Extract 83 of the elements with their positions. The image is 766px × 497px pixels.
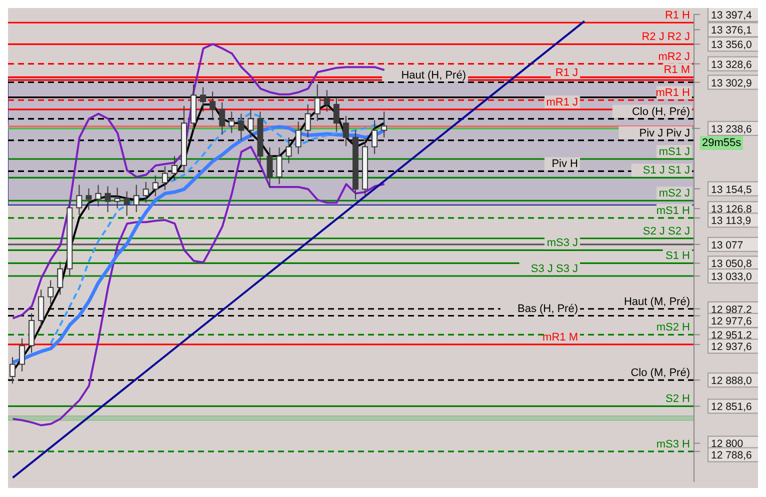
y-tick-label: 13 238,6 bbox=[711, 123, 752, 136]
line-series bbox=[12, 43, 386, 320]
y-tick-label: 13 328,6 bbox=[711, 58, 752, 71]
candlestick bbox=[228, 111, 235, 134]
y-tick-label: 12 951,2 bbox=[711, 330, 752, 342]
candlestick bbox=[48, 280, 54, 304]
ref-line-label: S1 J S1 J bbox=[642, 164, 690, 177]
ref-line-label: mS1 H bbox=[656, 204, 690, 217]
candlestick bbox=[286, 136, 292, 164]
candlestick bbox=[266, 147, 273, 188]
candlestick bbox=[152, 175, 158, 197]
ref-line-label: mR2 J bbox=[658, 50, 690, 63]
ref-line-label: Piv J Piv J bbox=[639, 127, 690, 140]
candlestick bbox=[57, 261, 64, 296]
ref-line-label: mR1 M bbox=[542, 331, 578, 344]
y-tick-label: 12 888,0 bbox=[711, 375, 752, 388]
ref-line-label: Clo (M, Pré) bbox=[630, 367, 690, 380]
candlestick bbox=[38, 289, 44, 328]
y-tick-label: 13 302,9 bbox=[711, 77, 752, 90]
y-tick-label: 13 356,0 bbox=[711, 39, 752, 52]
ref-line-label: Bas (H, Pré) bbox=[517, 302, 578, 315]
candlestick bbox=[76, 184, 82, 216]
ref-line-label: R2 J R2 J bbox=[642, 31, 690, 44]
candlestick bbox=[95, 184, 102, 207]
y-tick-label: 12 987,2 bbox=[711, 304, 752, 316]
candlestick bbox=[276, 147, 282, 185]
y-tick-label: 13 077 bbox=[711, 239, 744, 252]
candlestick bbox=[219, 102, 226, 136]
ref-line-label: Piv H bbox=[552, 158, 578, 170]
candlestick bbox=[372, 120, 378, 154]
ref-line-label: S2 H bbox=[666, 393, 690, 406]
y-tick-label: 12 937,6 bbox=[711, 341, 752, 354]
ref-line-label: mS3 H bbox=[656, 438, 690, 450]
candlestick bbox=[86, 188, 92, 210]
candlestick bbox=[114, 187, 120, 210]
y-tick-label: 13 397,4 bbox=[711, 9, 752, 22]
candlestick bbox=[333, 96, 340, 132]
candlestick bbox=[200, 86, 206, 112]
ref-line-label: mS3 J bbox=[546, 237, 578, 250]
ref-line-label: S2 J S2 J bbox=[642, 225, 690, 238]
y-tick-label: 13 376,1 bbox=[711, 24, 752, 37]
y-tick-label: 12 800 bbox=[711, 438, 744, 450]
candlestick bbox=[171, 156, 178, 182]
y-tick-label: 13 113,9 bbox=[711, 215, 752, 228]
y-tick-label: 13 050,8 bbox=[711, 258, 752, 270]
ref-line-label: mR1 H bbox=[656, 87, 690, 100]
line-series bbox=[12, 146, 386, 426]
candlestick bbox=[104, 186, 111, 213]
ref-line-label: Haut (M, Pré) bbox=[624, 296, 690, 308]
candlestick bbox=[304, 104, 311, 138]
ref-line-label: R1 H bbox=[664, 10, 690, 22]
ref-line-label: mR1 J bbox=[546, 96, 578, 108]
candlestick bbox=[133, 184, 140, 213]
candlestick bbox=[324, 90, 330, 112]
candlestick bbox=[124, 190, 130, 216]
candlestick bbox=[295, 121, 302, 154]
ref-line-label: R1 M bbox=[664, 64, 690, 76]
ref-line-label: S3 J S3 J bbox=[530, 262, 578, 275]
candlestick bbox=[314, 84, 320, 122]
candlestick bbox=[142, 181, 149, 204]
candlestick bbox=[162, 166, 168, 190]
ref-line-label: mS2 H bbox=[656, 322, 690, 334]
y-tick-label: 13 154,5 bbox=[711, 184, 752, 196]
candlestick bbox=[342, 115, 349, 147]
ref-line-label: R1 J bbox=[555, 67, 578, 80]
ref-line-label: S1 H bbox=[666, 250, 690, 262]
y-tick-label: 13 033,0 bbox=[711, 270, 752, 283]
ref-line-label: Haut (H, Pré) bbox=[401, 69, 466, 82]
y-tick-label: 12 788,6 bbox=[711, 450, 752, 462]
text: 29m55s bbox=[700, 136, 744, 150]
line-series bbox=[50, 112, 386, 344]
candlestick bbox=[238, 113, 244, 141]
ref-line-label: mS2 J bbox=[658, 188, 690, 200]
candlestick bbox=[10, 356, 16, 384]
y-tick-label: 12 977,6 bbox=[711, 315, 752, 328]
candlestick bbox=[19, 338, 26, 372]
ref-line-label: Clo (H, Pré) bbox=[632, 106, 690, 118]
candlestick bbox=[210, 91, 216, 121]
candlestick bbox=[248, 108, 254, 138]
ref-line-label: mS1 J bbox=[658, 146, 690, 158]
candlestick bbox=[381, 111, 388, 138]
y-tick-label: 13 126,8 bbox=[711, 204, 752, 216]
y-tick-label: 12 851,6 bbox=[711, 401, 752, 414]
